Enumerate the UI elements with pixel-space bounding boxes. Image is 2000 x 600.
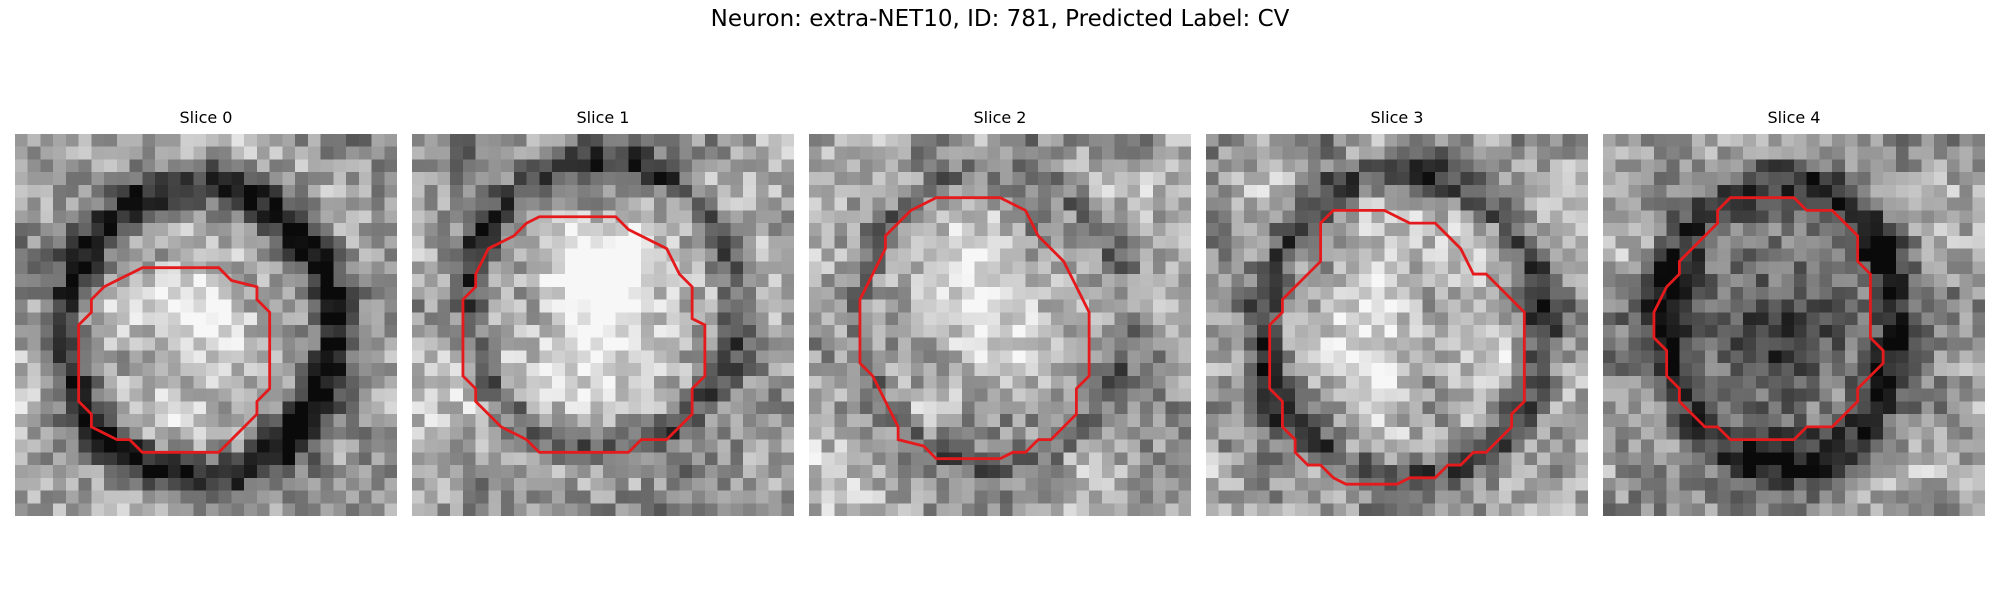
slice-image <box>412 134 794 516</box>
segmentation-contour <box>1268 208 1526 486</box>
slice-image <box>1206 134 1588 516</box>
segmentation-contour <box>77 266 272 454</box>
slice-title: Slice 0 <box>179 108 233 127</box>
slice-image <box>1603 134 1985 516</box>
slice-image <box>15 134 397 516</box>
slice-image <box>809 134 1191 516</box>
slice-title: Slice 1 <box>576 108 630 127</box>
slice-title: Slice 4 <box>1767 108 1821 127</box>
slice-title: Slice 3 <box>1370 108 1424 127</box>
segmentation-contour <box>1652 196 1885 442</box>
segmentation-contour <box>461 215 707 454</box>
segmentation-contour <box>858 196 1091 461</box>
figure-title: Neuron: extra-NET10, ID: 781, Predicted … <box>710 6 1290 32</box>
slice-title: Slice 2 <box>973 108 1027 127</box>
